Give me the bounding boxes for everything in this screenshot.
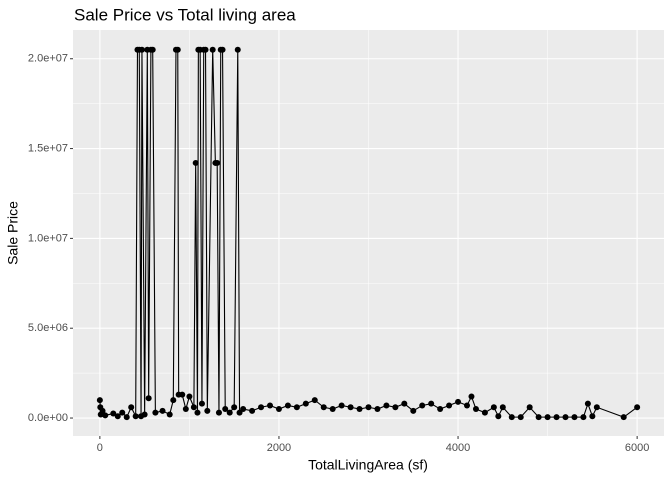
data-point [119,410,125,416]
data-point [594,404,600,410]
data-point [554,414,560,420]
data-point [491,404,497,410]
data-point [249,408,255,414]
data-point [518,414,524,420]
y-tick-label: 1.5e+07 [28,142,68,154]
data-point [210,47,216,53]
x-tick-label: 0 [97,442,103,454]
data-point [545,414,551,420]
data-point [231,404,237,410]
data-point [214,160,220,166]
y-axis-title: Sale Price [5,201,21,265]
chart-title: Sale Price vs Total living area [74,5,296,24]
data-point [330,406,336,412]
data-point [410,408,416,414]
data-point [455,399,461,405]
data-point [146,395,152,401]
data-point [464,402,470,408]
data-point [170,397,176,403]
data-point [267,402,273,408]
data-point [374,406,380,412]
data-point [152,410,158,416]
data-point [621,414,627,420]
data-point [128,404,134,410]
data-point [160,408,166,414]
data-point [179,392,185,398]
x-axis-title: TotalLivingArea (sf) [308,457,428,473]
data-point [235,47,241,53]
x-tick-label: 6000 [625,442,649,454]
data-point [204,408,210,414]
data-point [473,406,479,412]
data-point [227,410,233,416]
data-point [220,47,226,53]
data-point [142,411,148,417]
data-point [167,411,173,417]
data-point [133,413,139,419]
data-point [216,410,222,416]
data-point [571,414,577,420]
data-point [183,406,189,412]
data-point [589,413,595,419]
data-point [276,406,282,412]
data-point [585,401,591,407]
data-point [199,401,205,407]
x-tick-label: 4000 [446,442,470,454]
y-tick-label: 1.0e+07 [28,232,68,244]
data-point [563,414,569,420]
data-point [203,47,209,53]
data-point [348,404,354,410]
data-point [97,397,103,403]
data-point [193,160,199,166]
data-point [419,402,425,408]
y-tick-label: 0.0e+00 [28,412,68,424]
data-point [294,404,300,410]
data-point [495,413,501,419]
data-point [468,393,474,399]
data-point [102,412,108,418]
y-tick-label: 2.0e+07 [28,53,68,65]
data-point [366,404,372,410]
data-point [285,402,291,408]
data-point [258,404,264,410]
data-point [383,402,389,408]
x-tick-label: 2000 [267,442,291,454]
y-tick-label: 5.0e+06 [28,322,68,334]
data-point [446,402,452,408]
data-point [509,414,515,420]
data-point [527,404,533,410]
data-point [392,404,398,410]
data-point [303,401,309,407]
data-point [124,414,130,420]
data-point [401,401,407,407]
data-point [482,410,488,416]
data-point [500,404,506,410]
data-point [321,404,327,410]
data-point [312,397,318,403]
data-point [175,47,181,53]
data-point [191,404,197,410]
data-point [139,47,145,53]
data-point [428,401,434,407]
data-point [536,414,542,420]
data-point [194,410,200,416]
data-point [580,414,586,420]
data-point [339,402,345,408]
data-point [186,393,192,399]
data-point [240,406,246,412]
data-point [437,406,443,412]
data-point [357,406,363,412]
data-point [150,47,156,53]
data-point [634,404,640,410]
